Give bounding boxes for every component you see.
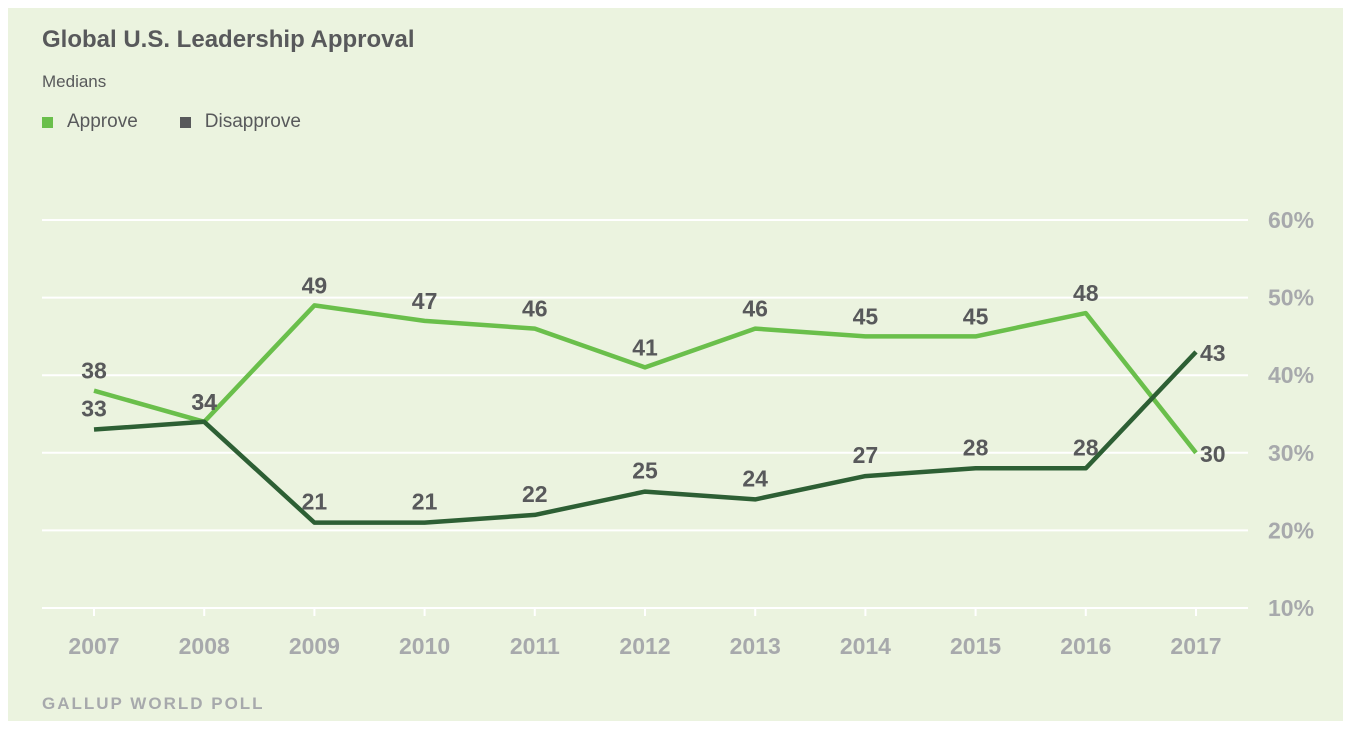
y-tick-label: 60% (1268, 207, 1314, 233)
data-label-approve: 48 (1073, 280, 1099, 306)
data-label-disapprove: 27 (853, 442, 879, 468)
legend-swatch-approve (42, 116, 53, 128)
y-tick-label: 20% (1268, 517, 1314, 543)
x-tick-label: 2012 (619, 633, 670, 659)
x-tick-label: 2017 (1170, 633, 1221, 659)
data-label-approve: 34 (191, 389, 217, 415)
y-tick-label: 30% (1268, 440, 1314, 466)
data-label-approve: 45 (963, 303, 989, 329)
y-tick-label: 40% (1268, 362, 1314, 388)
x-tick-label: 2009 (289, 633, 340, 659)
data-label-approve: 46 (522, 296, 548, 322)
source-note: GALLUP WORLD POLL (42, 694, 265, 713)
x-tick-label: 2008 (179, 633, 230, 659)
legend-label-approve: Approve (67, 111, 138, 132)
chart-title: Global U.S. Leadership Approval (42, 26, 415, 53)
data-label-approve: 38 (81, 358, 107, 384)
data-label-approve: 30 (1200, 441, 1226, 467)
data-label-approve: 49 (302, 272, 328, 298)
data-label-disapprove: 34 (191, 389, 217, 415)
data-label-approve: 45 (853, 303, 879, 329)
data-label-disapprove: 24 (742, 465, 768, 491)
legend-swatch-disapprove (179, 116, 191, 128)
series-line-approve (93, 303, 1198, 455)
y-tick-label: 50% (1268, 285, 1314, 311)
x-tick-label: 2014 (840, 633, 891, 659)
data-label-approve: 46 (742, 296, 768, 322)
data-label-disapprove: 25 (632, 458, 658, 484)
data-label-disapprove: 28 (1073, 434, 1099, 460)
x-tick-label: 2010 (399, 633, 450, 659)
data-label-disapprove: 28 (963, 434, 989, 460)
data-label-disapprove: 21 (302, 489, 328, 515)
x-tick-label: 2011 (510, 633, 560, 659)
y-tick-label: 10% (1268, 595, 1314, 621)
legend-item-disapprove: Disapprove (179, 111, 301, 133)
legend-item-approve: Approve (42, 111, 138, 133)
data-label-disapprove: 43 (1200, 340, 1226, 366)
data-label-disapprove: 33 (81, 396, 107, 422)
data-label-disapprove: 22 (522, 481, 548, 507)
data-label-disapprove: 21 (412, 489, 438, 515)
data-label-approve: 47 (412, 288, 438, 314)
x-tick-label: 2015 (950, 633, 1001, 659)
x-tick-label: 2016 (1060, 633, 1111, 659)
chart-card (8, 8, 1343, 721)
chart-legend: Approve Disapprove (42, 111, 301, 133)
legend-label-disapprove: Disapprove (204, 111, 301, 132)
chart-subtitle: Medians (42, 72, 107, 91)
x-tick-label: 2007 (68, 633, 119, 659)
x-tick-label: 2013 (730, 633, 781, 659)
series-line-disapprove (93, 350, 1198, 525)
data-label-approve: 41 (632, 334, 658, 360)
